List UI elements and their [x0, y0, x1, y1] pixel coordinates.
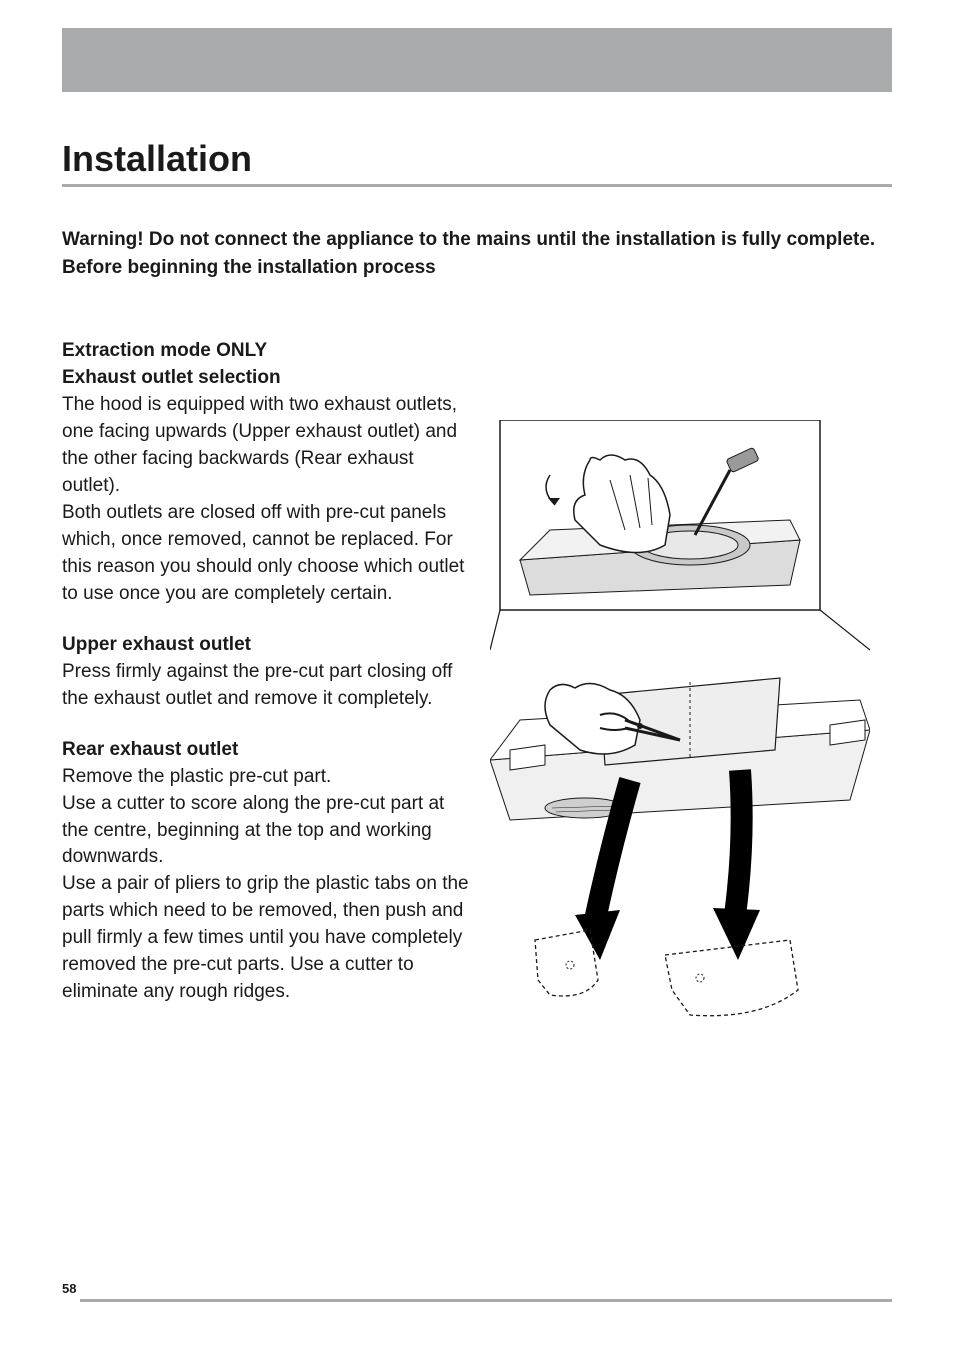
exhaust-selection-heading: Exhaust outlet selection	[62, 365, 472, 392]
extraction-block: Extraction mode ONLY Exhaust outlet sele…	[62, 338, 472, 608]
warning-line-2: Before beginning the installation proces…	[62, 254, 892, 282]
rear-outlet-body: Remove the plastic pre-cut part. Use a c…	[62, 764, 472, 1007]
title-rule	[62, 184, 892, 187]
left-column: Extraction mode ONLY Exhaust outlet sele…	[62, 338, 472, 1030]
exhaust-selection-body: The hood is equipped with two exhaust ou…	[62, 392, 472, 608]
rear-outlet-heading: Rear exhaust outlet	[62, 737, 472, 764]
page-number: 58	[62, 1281, 76, 1296]
installation-illustration-icon	[490, 420, 870, 1040]
page: Installation Warning! Do not connect the…	[0, 0, 954, 1352]
upper-outlet-heading: Upper exhaust outlet	[62, 632, 472, 659]
warning-line-1: Warning! Do not connect the appliance to…	[62, 226, 892, 254]
rear-outlet-block: Rear exhaust outlet Remove the plastic p…	[62, 737, 472, 1007]
section-title: Installation	[62, 138, 252, 180]
header-bar	[62, 28, 892, 92]
extraction-mode-heading: Extraction mode ONLY	[62, 338, 472, 365]
warning-block: Warning! Do not connect the appliance to…	[62, 226, 892, 281]
upper-outlet-block: Upper exhaust outlet Press firmly agains…	[62, 632, 472, 713]
upper-outlet-body: Press firmly against the pre-cut part cl…	[62, 659, 472, 713]
footer-rule	[80, 1299, 892, 1302]
installation-figure	[490, 420, 870, 1040]
